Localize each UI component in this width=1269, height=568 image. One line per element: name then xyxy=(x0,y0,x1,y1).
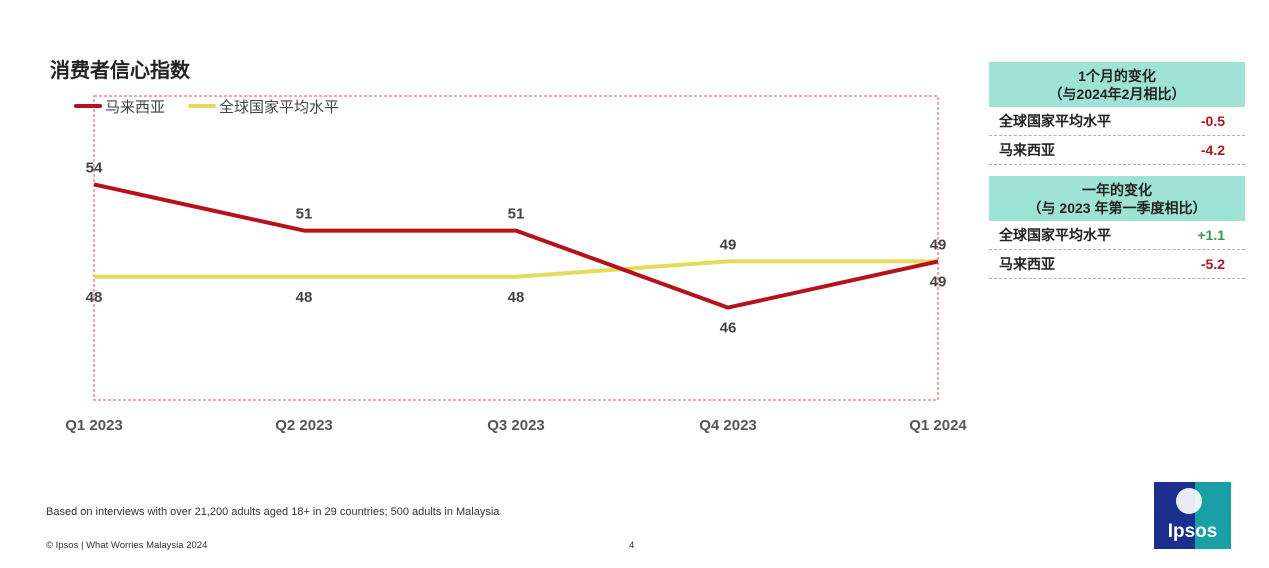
data-label-malaysia-1: 51 xyxy=(296,206,313,223)
yearly-change-subtitle: （与 2023 年第一季度相比） xyxy=(1027,200,1207,216)
x-tick-label-1: Q2 2023 xyxy=(275,417,333,434)
data-label-malaysia-0: 54 xyxy=(86,159,103,176)
row-value: +1.1 xyxy=(1197,227,1225,243)
monthly-change-header: 1个月的变化 （与2024年2月相比） xyxy=(989,62,1245,107)
page-title: 消费者信心指数 xyxy=(50,60,190,82)
monthly-change-row-malaysia: 马来西亚 -4.2 xyxy=(989,136,1245,165)
legend-label-global: 全球国家平均水平 xyxy=(219,98,339,116)
logo-text: Ipsos xyxy=(1167,521,1218,542)
x-tick-label-3: Q4 2023 xyxy=(699,417,757,434)
row-value: -0.5 xyxy=(1200,113,1225,129)
monthly-change-row-global: 全球国家平均水平 -0.5 xyxy=(989,107,1245,136)
footnote: Based on interviews with over 21,200 adu… xyxy=(46,506,500,518)
row-label: 全球国家平均水平 xyxy=(999,113,1111,129)
data-label-malaysia-2: 51 xyxy=(508,206,525,223)
series-line-malaysia xyxy=(93,182,939,310)
yearly-change-row-malaysia: 马来西亚 -5.2 xyxy=(989,250,1245,279)
row-value: -4.2 xyxy=(1200,142,1225,158)
series-line-global xyxy=(94,259,938,279)
data-label-global-0: 48 xyxy=(86,289,103,306)
yearly-change-panel: 一年的变化 （与 2023 年第一季度相比） 全球国家平均水平 +1.1 马来西… xyxy=(989,176,1245,279)
logo-head-icon xyxy=(1176,488,1202,514)
x-tick-label-4: Q1 2024 xyxy=(909,417,967,434)
page-number: 4 xyxy=(629,540,635,551)
data-label-malaysia-4: 49 xyxy=(930,236,947,253)
legend: 马来西亚 全球国家平均水平 xyxy=(74,98,339,116)
row-label: 全球国家平均水平 xyxy=(999,227,1111,243)
yearly-change-title: 一年的变化 xyxy=(1082,182,1152,198)
yearly-change-header: 一年的变化 （与 2023 年第一季度相比） xyxy=(989,176,1245,221)
plot-border xyxy=(93,95,939,401)
monthly-change-title: 1个月的变化 xyxy=(1078,68,1156,84)
row-value: -5.2 xyxy=(1200,256,1225,272)
data-label-global-3: 49 xyxy=(720,236,737,253)
logo-accent xyxy=(1195,482,1231,549)
data-label-global-1: 48 xyxy=(296,289,313,306)
yearly-change-row-global: 全球国家平均水平 +1.1 xyxy=(989,221,1245,250)
data-label-malaysia-3: 46 xyxy=(720,320,737,337)
legend-label-malaysia: 马来西亚 xyxy=(105,99,165,116)
ipsos-logo: Ipsos xyxy=(1154,482,1231,549)
x-tick-label-2: Q3 2023 xyxy=(487,417,545,434)
data-label-global-4: 49 xyxy=(930,273,947,290)
row-label: 马来西亚 xyxy=(999,142,1055,158)
monthly-change-subtitle: （与2024年2月相比） xyxy=(1048,86,1186,102)
x-tick-label-0: Q1 2023 xyxy=(65,417,123,434)
copyright: © Ipsos | What Worries Malaysia 2024 xyxy=(46,540,208,551)
monthly-change-panel: 1个月的变化 （与2024年2月相比） 全球国家平均水平 -0.5 马来西亚 -… xyxy=(989,62,1245,165)
row-label: 马来西亚 xyxy=(999,256,1055,272)
data-label-global-2: 48 xyxy=(508,289,525,306)
